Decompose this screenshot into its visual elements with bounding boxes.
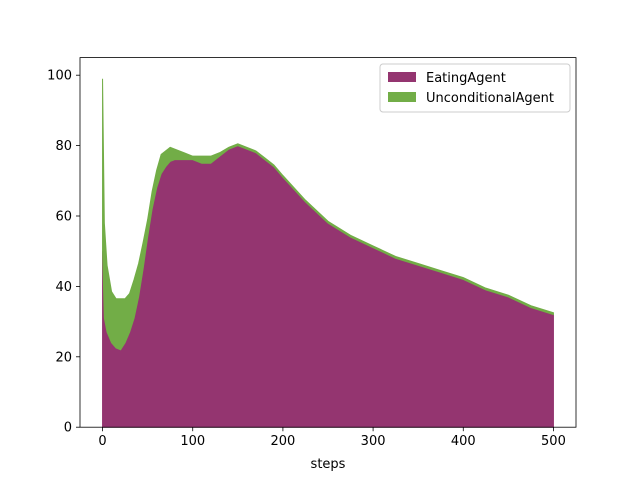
legend-box bbox=[379, 63, 571, 113]
chart-areas bbox=[102, 78, 554, 428]
y-axis-ticks: 0 20 40 60 80 100 bbox=[47, 69, 80, 436]
x-tick-label: 300 bbox=[361, 434, 386, 449]
area-UnconditionalAgent bbox=[102, 78, 554, 351]
legend-swatch bbox=[388, 92, 416, 102]
y-tick-label: 0 bbox=[64, 421, 72, 436]
y-tick-label: 60 bbox=[55, 210, 72, 225]
legend-label: EatingAgent bbox=[426, 71, 506, 86]
plot-frame bbox=[79, 57, 577, 428]
x-tick-label: 100 bbox=[180, 434, 205, 449]
legend-label: UnconditionalAgent bbox=[426, 91, 554, 106]
x-tick-label: 200 bbox=[270, 434, 295, 449]
area-EatingAgent bbox=[102, 145, 554, 428]
y-tick-label: 40 bbox=[55, 280, 72, 295]
y-tick-label: 20 bbox=[55, 350, 72, 365]
x-axis-label: steps bbox=[311, 457, 346, 472]
x-tick-label: 0 bbox=[98, 434, 106, 449]
legend-swatch bbox=[388, 72, 416, 82]
x-axis-ticks: 0 100 200 300 400 500 bbox=[98, 427, 566, 449]
y-tick-label: 100 bbox=[47, 69, 72, 84]
x-tick-label: 500 bbox=[541, 434, 566, 449]
x-tick-label: 400 bbox=[451, 434, 476, 449]
legend: EatingAgent UnconditionalAgent bbox=[379, 63, 571, 113]
y-tick-label: 80 bbox=[55, 139, 72, 154]
